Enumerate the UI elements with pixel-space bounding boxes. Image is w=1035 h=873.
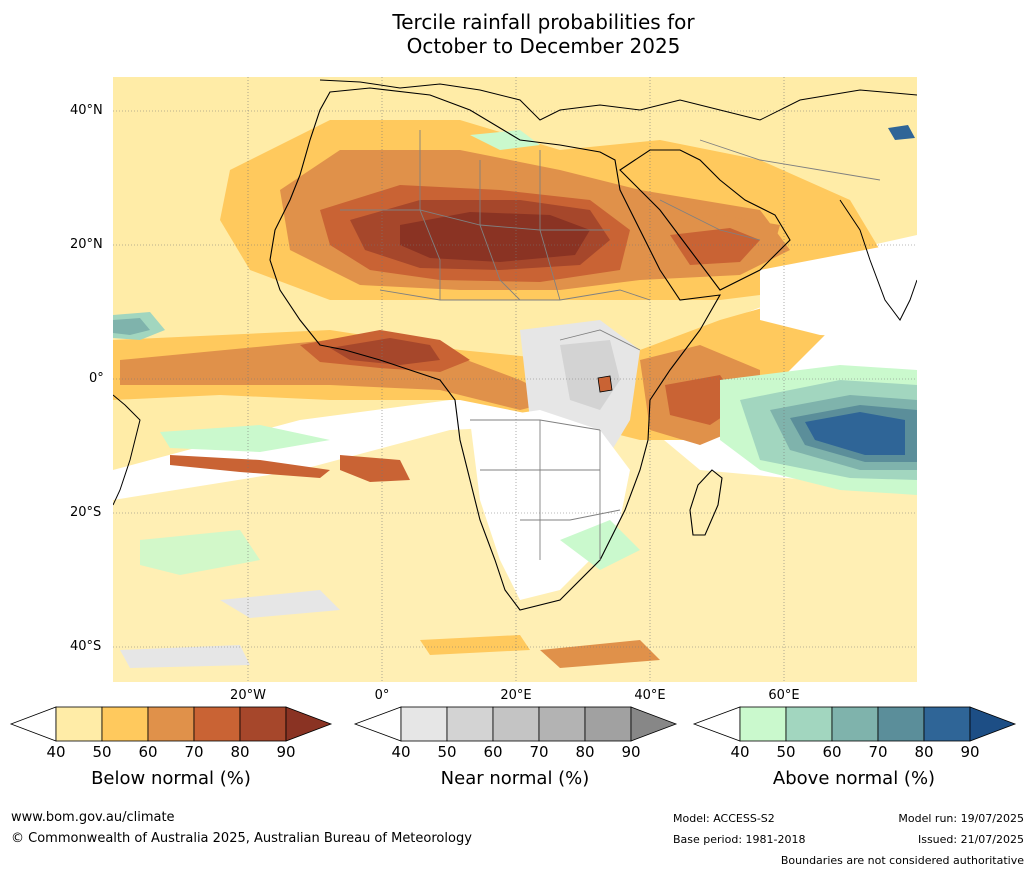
madagascar-coastline xyxy=(689,469,723,536)
lon-label-60e: 60°E xyxy=(768,688,800,703)
colorbar-above-tick: 60 xyxy=(822,743,842,761)
colorbar-below-segment xyxy=(147,706,195,742)
below-70-angola xyxy=(340,455,410,482)
colorbar-title-below: Below normal (%) xyxy=(91,768,251,789)
footer-disclaimer: Boundaries are not considered authoritat… xyxy=(780,854,1024,867)
lon-label-40e: 40°E xyxy=(634,688,666,703)
colorbar-title-near: Near normal (%) xyxy=(440,768,590,789)
near-40-scattered-2 xyxy=(120,645,250,668)
graticule xyxy=(113,77,917,682)
colorbar-below-tick: 90 xyxy=(276,743,296,761)
colorbar-below-tick: 50 xyxy=(92,743,112,761)
colorbar-below-tick: 70 xyxy=(184,743,204,761)
lon-label-20e: 20°E xyxy=(500,688,532,703)
colorbar-near-segment xyxy=(400,706,448,742)
colorbar-above-segment xyxy=(877,706,925,742)
colorbar-near-low-arrow xyxy=(353,706,402,742)
colorbar-above-segment xyxy=(739,706,787,742)
nodom-indian xyxy=(760,240,917,340)
colorbar-above-segment xyxy=(831,706,879,742)
colorbar-below-segment xyxy=(101,706,149,742)
above-80-caspian xyxy=(888,125,915,140)
colorbar-below-tick: 40 xyxy=(46,743,66,761)
title-line-1: Tercile rainfall probabilities for xyxy=(392,10,695,34)
above-80-indian xyxy=(805,412,905,455)
colorbar-below-low-arrow xyxy=(9,706,57,742)
india-coastline xyxy=(839,199,917,321)
colorbar-above-tick: 90 xyxy=(960,743,980,761)
above-40-mediterranean xyxy=(470,130,540,150)
americas-coastline xyxy=(113,394,141,506)
colorbar-near-high-arrow xyxy=(630,706,678,742)
footer-model-run: Model run: 19/07/2025 xyxy=(898,812,1024,825)
near-40-scattered-1 xyxy=(220,590,340,618)
colorbar-below-segment xyxy=(239,706,287,742)
footer-model: Model: ACCESS-S2 xyxy=(673,812,775,825)
probability-fields xyxy=(113,77,917,682)
below-70-arabia xyxy=(670,228,760,265)
colorbar-near-tick: 70 xyxy=(529,743,549,761)
colorbar-near-tick: 50 xyxy=(437,743,457,761)
footer-website: www.bom.gov.au/climate xyxy=(11,810,175,825)
title-line-2: October to December 2025 xyxy=(406,34,681,58)
lat-label-20s: 20°S xyxy=(70,505,102,520)
footer-issued: Issued: 21/07/2025 xyxy=(917,833,1024,846)
near-50-centralafrica xyxy=(560,340,620,410)
colorbar-near-tick: 60 xyxy=(483,743,503,761)
colorbars xyxy=(9,706,1017,742)
colorbar-below-tick: 80 xyxy=(230,743,250,761)
colorbar-above-segment xyxy=(923,706,971,742)
colorbar-near-segment xyxy=(538,706,586,742)
colorbar-below-tick: 60 xyxy=(138,743,158,761)
footer-base-period: Base period: 1981-2018 xyxy=(673,833,806,846)
colorbar-above-tick: 70 xyxy=(868,743,888,761)
country-borders xyxy=(340,130,881,560)
below-50-south xyxy=(420,635,530,655)
below-70-southatlantic xyxy=(170,455,330,478)
europe-coastline xyxy=(319,79,917,121)
lat-label-0: 0° xyxy=(89,371,104,386)
above-60-westatlantic xyxy=(113,318,150,335)
map-title: Tercile rainfall probabilities for Octob… xyxy=(0,10,1035,58)
below-80-gulf xyxy=(330,338,440,365)
colorbar-below-high-arrow xyxy=(285,706,333,742)
lon-label-20w: 20°W xyxy=(230,688,266,703)
footer-copyright: © Commonwealth of Australia 2025, Austra… xyxy=(11,831,472,846)
colorbar-above-low-arrow xyxy=(692,706,741,742)
above-40-southatlantic xyxy=(160,425,330,452)
colorbar-near-segment xyxy=(492,706,540,742)
colorbar-above-segment xyxy=(785,706,833,742)
colorbar-near-tick: 40 xyxy=(391,743,411,761)
rainfall-map xyxy=(113,77,917,682)
colorbar-below-segment xyxy=(193,706,241,742)
colorbar-above-high-arrow xyxy=(969,706,1017,742)
lake-victoria xyxy=(597,375,613,393)
lon-label-0: 0° xyxy=(374,688,390,703)
above-40-scattered-1 xyxy=(140,530,260,575)
colorbar-near-tick: 90 xyxy=(621,743,641,761)
below-90-sahara xyxy=(400,212,590,262)
arabia-coastline xyxy=(619,149,791,291)
lat-label-40n: 40°N xyxy=(70,103,103,118)
africa-coastline xyxy=(269,87,722,611)
colorbar-above-tick: 80 xyxy=(914,743,934,761)
colorbar-above-tick: 40 xyxy=(730,743,750,761)
colorbar-above-tick: 50 xyxy=(776,743,796,761)
colorbar-near-segment xyxy=(446,706,494,742)
colorbar-near-segment xyxy=(584,706,632,742)
lat-label-20n: 20°N xyxy=(70,237,103,252)
colorbar-below-segment xyxy=(55,706,103,742)
colorbar-near-tick: 80 xyxy=(575,743,595,761)
lat-label-40s: 40°S xyxy=(70,639,102,654)
colorbar-title-above: Above normal (%) xyxy=(772,768,936,789)
